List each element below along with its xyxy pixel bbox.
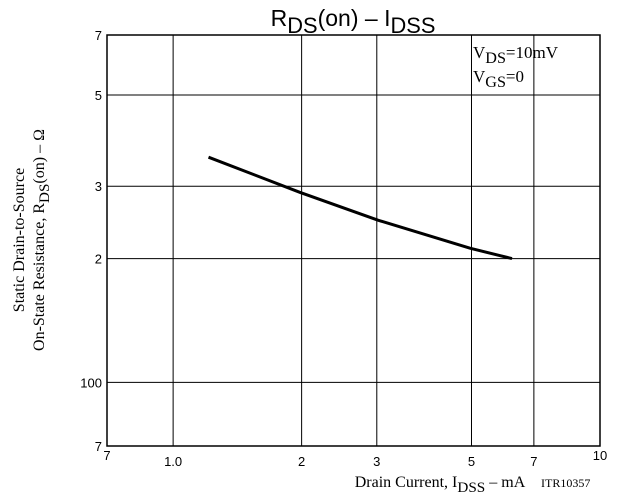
chart-title-part: DS	[287, 13, 317, 38]
figure-code: ITR10357	[541, 476, 590, 490]
annotation: VGS=0	[473, 67, 524, 91]
x-tick-label: 7	[103, 448, 110, 463]
y-axis-label-part: On-State Resistance, R	[31, 203, 48, 351]
y-axis-label: On-State Resistance, RDS(on) – Ω	[31, 129, 53, 351]
y-tick-label: 7	[95, 439, 102, 454]
curve	[207, 155, 513, 261]
annotation-part: V	[473, 43, 486, 62]
annotation-part: DS	[485, 50, 506, 67]
x-tick-label: 5	[468, 454, 475, 469]
chart-title: RDS(on) – IDSS	[271, 5, 436, 38]
x-axis-label-part: Drain Current, I	[355, 474, 458, 491]
y-axis-label: Static Drain-to-Source	[11, 168, 28, 312]
y-tick-label: 2	[95, 252, 102, 267]
y-axis-label-part: DS	[36, 184, 53, 203]
x-axis-label-part: – mA	[485, 474, 525, 491]
annotation-part: =10mV	[506, 43, 559, 62]
chart-title-part: DSS	[390, 13, 435, 38]
x-tick-label: 7	[530, 454, 537, 469]
y-axis-label-part: Static Drain-to-Source	[11, 168, 28, 312]
x-tick-label: 2	[298, 454, 305, 469]
annotation: VDS=10mV	[473, 43, 559, 67]
y-axis-label-part: (on) – Ω	[31, 129, 48, 184]
y-tick-label: 3	[95, 179, 102, 194]
y-tick-label: 100	[80, 375, 102, 390]
x-tick-label: 3	[373, 454, 380, 469]
chart-title-part: R	[271, 5, 288, 31]
annotation-part: GS	[485, 74, 506, 91]
x-axis-label-part: DSS	[457, 479, 485, 496]
annotation-part: V	[473, 67, 486, 86]
plot-frame	[106, 34, 601, 447]
y-tick-label: 7	[95, 28, 102, 43]
x-axis-label: Drain Current, IDSS – mA	[355, 474, 526, 496]
chart-title-part: (on) – I	[318, 5, 391, 31]
y-tick-label: 5	[95, 88, 102, 103]
x-tick-label: 10	[593, 448, 607, 463]
annotation-part: =0	[506, 67, 524, 86]
x-tick-label: 1.0	[164, 454, 182, 469]
